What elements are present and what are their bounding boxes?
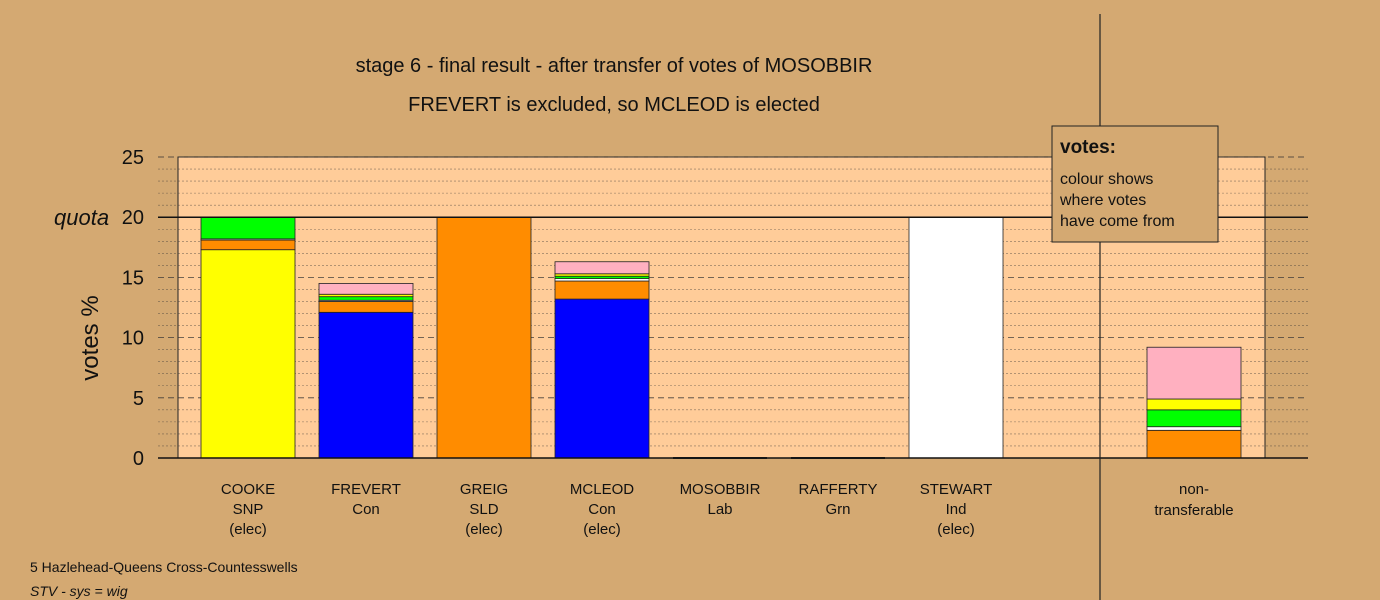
frevert-segment-grn xyxy=(318,296,414,301)
candidate-party: Grn xyxy=(825,501,850,518)
greig-bar xyxy=(436,216,532,459)
legend-line-2: where votes xyxy=(1059,192,1146,209)
legend-box xyxy=(1051,125,1219,243)
candidate-party: Ind xyxy=(946,501,967,518)
system-label: STV - sys = wig xyxy=(30,583,128,599)
candidate-party: Lab xyxy=(707,501,732,518)
y-axis-label: votes % xyxy=(77,295,104,380)
candidate-name: FREVERT xyxy=(331,481,401,498)
candidate-name: RAFFERTY xyxy=(799,481,878,498)
legend: votes: colour shows where votes have com… xyxy=(1051,125,1219,243)
quota-label: quota xyxy=(54,205,109,230)
mcleod-bar xyxy=(554,261,650,459)
cooke-segment-snp xyxy=(200,249,296,459)
candidate-party: SNP xyxy=(233,501,264,518)
greig-segment-sld xyxy=(436,216,532,459)
nontransferable-segment-ind xyxy=(1146,426,1242,431)
mcleod-segment-nt xyxy=(554,261,650,275)
nontransferable-segment-snp xyxy=(1146,398,1242,411)
chart-title: stage 6 - final result - after transfer … xyxy=(356,55,873,77)
nontransferable-segment-sld xyxy=(1146,429,1242,459)
ward-name: 5 Hazlehead-Queens Cross-Countesswells xyxy=(30,559,298,575)
cooke-segment-grn xyxy=(200,216,296,240)
candidate-status: (elec) xyxy=(465,521,503,538)
legend-line-3: have come from xyxy=(1060,213,1175,230)
candidate-name: STEWART xyxy=(920,481,993,498)
y-tick-label: 20 xyxy=(122,207,144,229)
frevert-bar xyxy=(318,283,414,459)
legend-title: votes: xyxy=(1060,137,1116,158)
frevert-segment-nt xyxy=(318,283,414,295)
candidate-name: COOKE xyxy=(221,481,275,498)
mcleod-segment-con xyxy=(554,298,650,459)
cooke-bar xyxy=(200,216,296,459)
candidate-name: MOSOBBIR xyxy=(680,481,761,498)
mcleod-segment-sld xyxy=(554,280,650,300)
y-tick-label: 0 xyxy=(133,448,144,470)
y-tick-label: 5 xyxy=(133,388,144,410)
nontransferable-bar xyxy=(1146,346,1242,459)
frevert-segment-sld xyxy=(318,301,414,313)
candidate-status: (elec) xyxy=(937,521,975,538)
cooke-segment-sld xyxy=(200,239,296,251)
chart-subtitle: FREVERT is excluded, so MCLEOD is electe… xyxy=(408,94,820,116)
y-tick-label: 15 xyxy=(122,267,144,289)
candidate-party: Con xyxy=(588,501,616,518)
nontransferable-label-1: non- xyxy=(1179,481,1209,498)
candidate-party: SLD xyxy=(469,501,498,518)
legend-line-1: colour shows xyxy=(1060,171,1153,188)
candidate-name: GREIG xyxy=(460,481,508,498)
nontransferable-segment-nt xyxy=(1146,346,1242,400)
candidate-name: MCLEOD xyxy=(570,481,634,498)
frevert-segment-con xyxy=(318,311,414,459)
candidate-status: (elec) xyxy=(583,521,621,538)
nontransferable-label-2: transferable xyxy=(1154,502,1233,519)
y-tick-label: 25 xyxy=(122,147,144,169)
stewart-segment-ind xyxy=(908,216,1004,459)
candidate-status: (elec) xyxy=(229,521,267,538)
y-tick-label: 10 xyxy=(122,328,144,350)
stewart-bar xyxy=(908,216,1004,459)
nontransferable-segment-grn xyxy=(1146,409,1242,428)
candidate-party: Con xyxy=(352,501,380,518)
